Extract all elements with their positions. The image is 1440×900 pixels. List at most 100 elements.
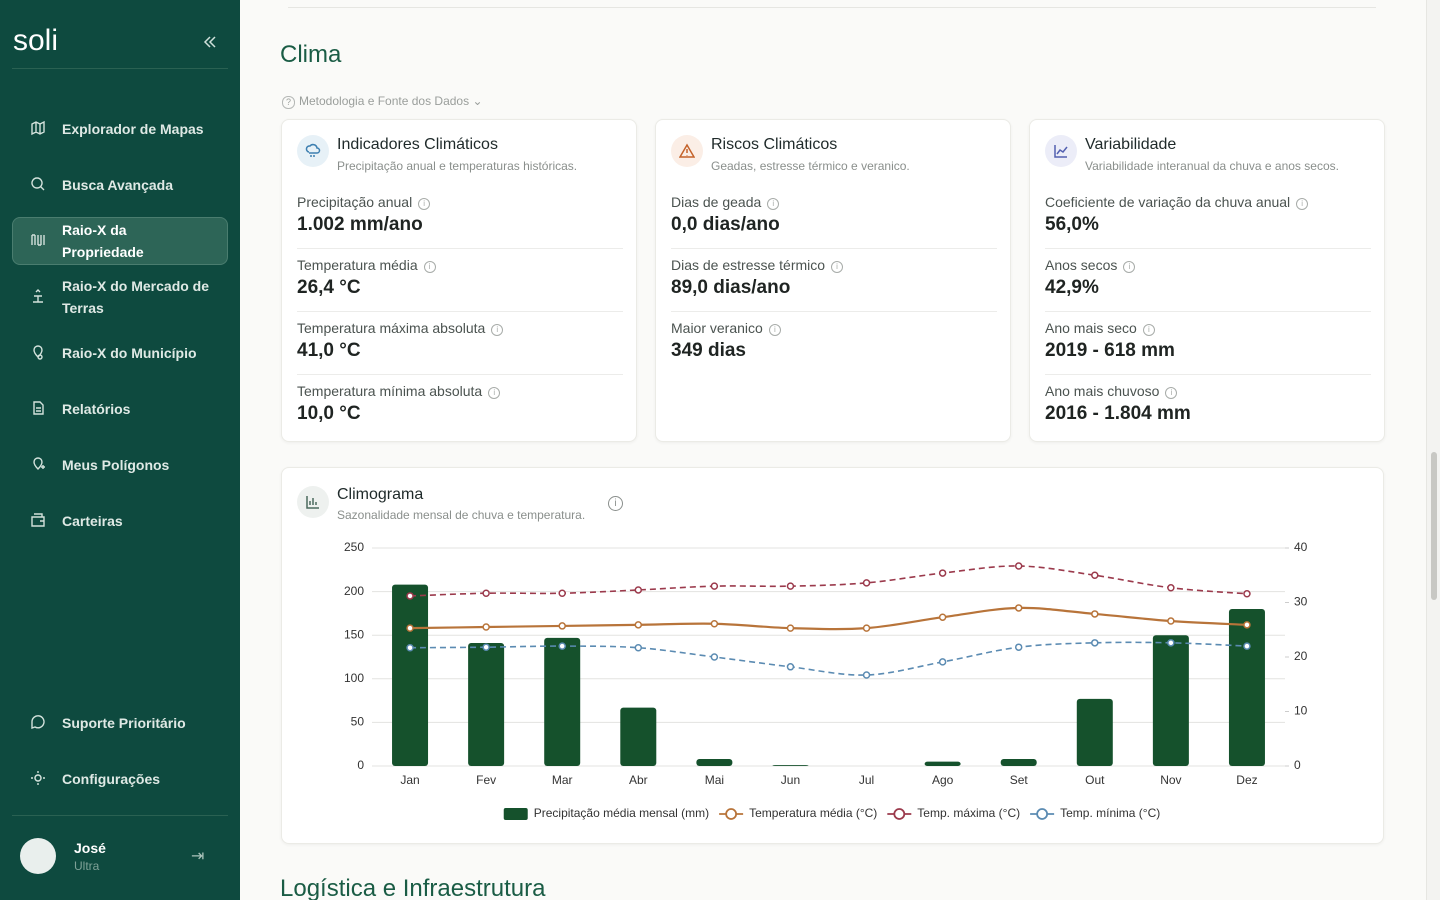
metric-divider (671, 311, 997, 312)
logo[interactable]: soli (13, 24, 59, 57)
nav-item[interactable]: Relatórios (62, 401, 131, 417)
line-point (558, 589, 566, 597)
nav-item[interactable]: Meus Polígonos (62, 457, 170, 473)
x-tick-label: Jan (400, 773, 419, 787)
metric-divider (1045, 374, 1371, 375)
metric-value: 0,0 dias/ano (671, 214, 780, 235)
user-avatar[interactable] (20, 838, 56, 874)
metric-label: Dias de geada i (671, 194, 780, 210)
bar (924, 761, 961, 766)
legend-label: Temperatura média (°C) (749, 806, 877, 820)
metric-value: 42,9% (1045, 277, 1099, 298)
line-point (1243, 642, 1251, 650)
card-title: Indicadores Climáticos (337, 136, 498, 153)
line-point (634, 586, 643, 594)
section-title: Logística e Infraestrutura (280, 875, 546, 900)
info-icon[interactable]: i (491, 324, 504, 336)
y2-tick-label: 0 (1294, 758, 1301, 772)
divider (12, 815, 228, 816)
nav-icon (33, 289, 43, 303)
line-point (1014, 604, 1023, 612)
nav-icon (33, 401, 44, 415)
card-title: Variabilidade (1085, 136, 1177, 153)
user-plan: Ultra (74, 859, 100, 873)
legend: Precipitação média mensal (mm) Temperatur… (503, 806, 1160, 820)
info-icon[interactable]: i (418, 198, 431, 210)
scrollbar[interactable] (1426, 0, 1440, 900)
nav-item[interactable]: Raio-X do Município (62, 345, 197, 361)
metric-value: 26,4 °C (297, 277, 361, 298)
legend-swatch (893, 808, 906, 820)
info-icon[interactable]: i (831, 261, 844, 273)
metric-value: 89,0 dias/ano (671, 277, 791, 298)
x-tick-label: Mar (552, 773, 573, 787)
line-point (786, 582, 795, 590)
indicator-card: Indicadores Climáticos Precipitação anual… (281, 119, 637, 442)
info-icon[interactable]: i (1142, 324, 1155, 336)
nav-icon (33, 345, 43, 360)
info-icon[interactable]: i (1123, 261, 1136, 273)
bar (1228, 609, 1265, 766)
methodology-text: Metodologia e Fonte dos Dados (299, 94, 470, 108)
nav-item[interactable]: Explorador de Mapas (62, 121, 204, 137)
info-icon[interactable]: i (768, 324, 781, 336)
x-tick-label: Out (1085, 773, 1105, 787)
line-point (634, 643, 643, 652)
info-icon[interactable]: i (488, 387, 501, 399)
collapse-button[interactable] (202, 34, 218, 50)
line-point (1091, 571, 1099, 579)
nav-item[interactable]: Raio-X do Mercado de Terras (62, 278, 210, 316)
line-point (710, 582, 719, 590)
sidebar: soli Explorador de Mapas Busca Avançada Ra… (0, 0, 240, 900)
line-point (482, 589, 490, 597)
legend-item: Temp. mínima (°C) (1030, 806, 1160, 820)
nav-item[interactable]: Suporte Prioritário (62, 715, 186, 731)
legend-swatch (1036, 808, 1049, 820)
x-tick-label: Abr (629, 773, 648, 787)
nav-item[interactable]: Raio-X da Propriedade (62, 222, 144, 260)
y2-tick-label: 20 (1294, 649, 1308, 663)
logout-button[interactable]: ⇥ (191, 848, 205, 865)
card-subtitle: Geadas, estresse térmico e veranico. (711, 159, 910, 173)
metric-value: 349 dias (671, 340, 746, 361)
metric-label: Dias de estresse térmico i (671, 257, 844, 273)
nav-icon (31, 715, 45, 729)
bar (1000, 759, 1037, 766)
info-icon[interactable]: i (608, 496, 623, 511)
y2-tick-label: 40 (1294, 540, 1308, 554)
nav-item[interactable]: Carteiras (62, 513, 123, 529)
info-icon[interactable]: i (1165, 387, 1178, 399)
metric-value: 41,0 °C (297, 340, 361, 361)
card-subtitle: Precipitação anual e temperaturas histór… (337, 159, 578, 173)
line-point (710, 653, 719, 661)
line-point (1167, 617, 1175, 625)
legend-item: Temperatura média (°C) (719, 806, 877, 820)
user-name: José (74, 840, 106, 856)
line-point (938, 569, 947, 577)
info-icon[interactable]: i (423, 261, 436, 273)
nav-item[interactable]: Busca Avançada (62, 177, 174, 193)
metric-value: 10,0 °C (297, 403, 361, 424)
line-point (1243, 621, 1251, 629)
metric-divider (297, 248, 623, 249)
x-tick-label: Jun (781, 773, 800, 787)
climogram-chart: 0 50 100 150 200 250 0 10 20 30 40 Jan Fev Mar Abr Mai J… (344, 540, 1308, 820)
x-tick-label: Fev (476, 773, 496, 787)
nav-item[interactable]: Configurações (62, 771, 161, 787)
line-point (634, 621, 643, 629)
card-icon (671, 135, 703, 167)
x-tick-label: Ago (932, 773, 954, 787)
y2-tick-label: 10 (1294, 704, 1308, 718)
line-point (406, 624, 414, 632)
line-point (862, 624, 871, 632)
methodology-link[interactable]: ? Metodologia e Fonte dos Dados ⌄ (282, 94, 483, 109)
info-icon[interactable]: i (767, 198, 780, 210)
metric-label: Anos secos i (1045, 257, 1136, 273)
section-title: Clima (280, 41, 342, 68)
divider (288, 7, 1376, 8)
line-point (558, 642, 566, 650)
y-tick-label: 100 (344, 671, 364, 685)
info-icon[interactable]: i (1296, 198, 1309, 210)
nav-icon (31, 234, 45, 246)
metric-value: 2016 - 1.804 mm (1045, 403, 1191, 424)
